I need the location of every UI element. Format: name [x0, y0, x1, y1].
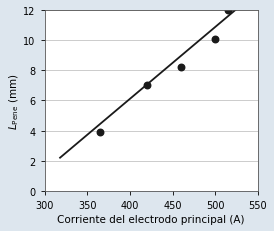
Point — [98, 131, 102, 134]
Point — [213, 38, 217, 41]
X-axis label: Corriente del electrodo principal (A): Corriente del electrodo principal (A) — [58, 214, 245, 224]
Point — [226, 9, 230, 13]
Point — [145, 84, 149, 88]
Y-axis label: $L_\mathregular{Pene}$ (mm): $L_\mathregular{Pene}$ (mm) — [7, 73, 21, 129]
Point — [179, 66, 183, 70]
